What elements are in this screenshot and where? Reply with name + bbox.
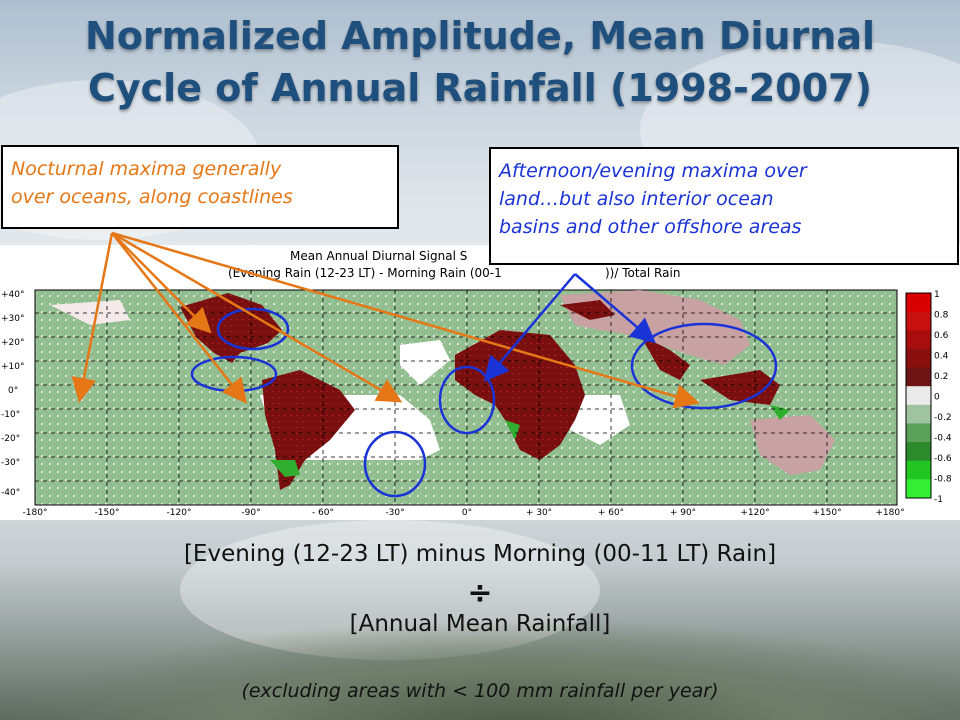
lon-labels: -180° -150° -120° -90° - 60° -30° 0° + 3…	[23, 508, 905, 518]
lat-label: -30°	[1, 458, 20, 468]
title-line-1: Normalized Amplitude, Mean Diurnal	[85, 14, 875, 58]
callout-nocturnal: Nocturnal maxima generally over oceans, …	[1, 145, 399, 229]
lat-label: -40°	[1, 488, 20, 498]
colorbar-label: 0.2	[934, 372, 948, 382]
colorbar-swatch	[906, 311, 931, 331]
lat-label: +40°	[1, 290, 25, 300]
colorbar: 1 0.8 0.6 0.4 0.2 0 -0.2 -0.4 -0.6 -0.8 -1	[905, 290, 952, 505]
australia-land	[750, 415, 835, 475]
lon-label: -150°	[95, 508, 120, 518]
lon-label: +180°	[875, 508, 904, 518]
maritime-continent-land	[700, 370, 780, 405]
callout-afternoon: Afternoon/evening maxima over land…but a…	[489, 147, 959, 265]
lat-labels: +40° +30° +20° +10° 0° -10° -20° -30° -4…	[1, 290, 25, 498]
lon-label: +150°	[812, 508, 841, 518]
lat-label: -20°	[1, 434, 20, 444]
map-header-2a: (Evening Rain (12-23 LT) - Morning Rain …	[228, 266, 502, 280]
lat-label: +30°	[1, 314, 25, 324]
lon-label: - 60°	[312, 508, 334, 518]
colorbar-swatch	[906, 348, 931, 369]
colorbar-swatch	[906, 423, 931, 443]
callout-afternoon-line-1: Afternoon/evening maxima over	[499, 160, 807, 182]
slide-title: Normalized Amplitude, Mean Diurnal Cycle…	[0, 10, 960, 114]
colorbar-label: 0.6	[934, 331, 949, 341]
lon-label: -90°	[241, 508, 260, 518]
colorbar-swatch	[906, 330, 931, 350]
callout-afternoon-line-2: land…but also interior ocean	[499, 188, 774, 210]
colorbar-label: 0	[934, 393, 940, 403]
lat-label: +20°	[1, 338, 25, 348]
map-svg: Mean Annual Diurnal Signal S (Evening Ra…	[1, 249, 952, 518]
colorbar-label: -0.8	[934, 475, 952, 485]
callout-nocturnal-line-1: Nocturnal maxima generally	[11, 158, 282, 180]
lat-label: -10°	[1, 410, 20, 420]
formula-note: (excluding areas with < 100 mm rainfall …	[241, 680, 719, 702]
colorbar-label: 1	[934, 290, 940, 300]
title-line-2: Cycle of Annual Rainfall (1998-2007)	[87, 66, 872, 110]
lon-label: +120°	[740, 508, 769, 518]
lat-label: +10°	[1, 362, 25, 372]
colorbar-label: -1	[934, 495, 943, 505]
circle-south-atlantic	[363, 430, 427, 498]
colorbar-swatch	[906, 479, 931, 499]
lon-label: 0°	[462, 508, 472, 518]
colorbar-label: 0.4	[934, 352, 949, 362]
lon-label: -180°	[23, 508, 48, 518]
lon-label: -30°	[385, 508, 404, 518]
colorbar-label: 0.8	[934, 311, 949, 321]
colorbar-swatch	[906, 442, 931, 462]
formula-divide-icon: ÷	[467, 576, 493, 611]
excluded-area-indian	[570, 395, 630, 445]
colorbar-label: -0.6	[934, 454, 952, 464]
coastal-green-3	[770, 405, 790, 420]
lat-label: 0°	[8, 386, 18, 396]
callout-afternoon-line-3: basins and other offshore areas	[499, 216, 802, 238]
lon-label: + 60°	[598, 508, 624, 518]
map-header-2b: ))/ Total Rain	[605, 266, 680, 280]
coastal-green-1	[270, 460, 300, 477]
colorbar-label: -0.4	[934, 434, 952, 444]
colorbar-border	[905, 292, 932, 499]
colorbar-swatch	[906, 293, 931, 313]
colorbar-swatch	[906, 386, 931, 406]
formula-denominator: [Annual Mean Rainfall]	[349, 611, 611, 637]
lon-label: -120°	[167, 508, 192, 518]
lon-label: + 30°	[526, 508, 552, 518]
coastal-green-2	[505, 420, 520, 440]
lon-label: + 90°	[670, 508, 696, 518]
colorbar-label: -0.2	[934, 413, 952, 423]
rainfall-map: Mean Annual Diurnal Signal S (Evening Ra…	[0, 245, 960, 520]
map-plot	[34, 289, 898, 506]
colorbar-swatch	[906, 460, 931, 480]
colorbar-swatch	[906, 404, 931, 424]
colorbar-swatch	[906, 367, 931, 387]
map-header-1: Mean Annual Diurnal Signal S	[290, 249, 467, 263]
callout-nocturnal-line-2: over oceans, along coastlines	[11, 186, 293, 208]
formula-numerator: [Evening (12-23 LT) minus Morning (00-11…	[183, 541, 777, 567]
